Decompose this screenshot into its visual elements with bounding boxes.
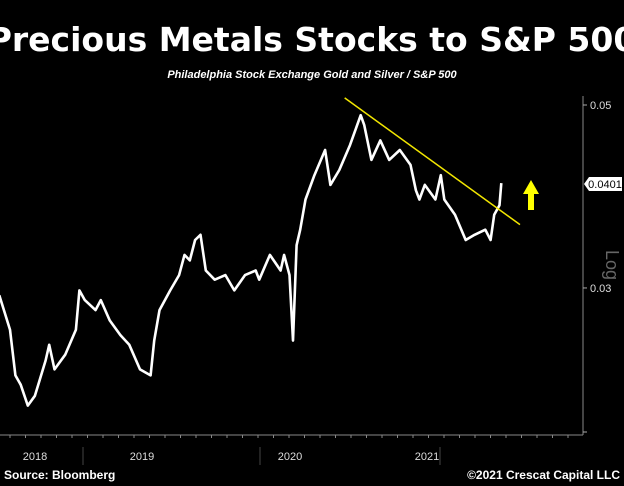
copyright-note: ©2021 Crescat Capital LLC (467, 468, 620, 482)
source-note: Source: Bloomberg (4, 468, 115, 482)
x-tick-label: 2021 (415, 451, 439, 463)
chart-subtitle: Philadelphia Stock Exchange Gold and Sil… (167, 69, 457, 81)
y-tick-label: 0.05 (590, 100, 611, 112)
x-tick-label: 2018 (23, 451, 47, 463)
last-value-label: 0.0401 (588, 179, 622, 191)
last-value-marker: 0.0401 (584, 177, 622, 191)
x-tick-label: 2019 (130, 451, 154, 463)
trendline (344, 97, 521, 226)
axes: 0.05 0.03 2018 2019 2020 2021 (0, 96, 611, 465)
y-tick-label: 0.03 (590, 283, 611, 295)
series-line (0, 113, 503, 407)
up-arrow-icon (523, 180, 539, 210)
y-axis-label: Log (602, 250, 622, 280)
x-tick-label: 2020 (278, 451, 302, 463)
chart-title: Precious Metals Stocks to S&P 500 (0, 20, 624, 59)
